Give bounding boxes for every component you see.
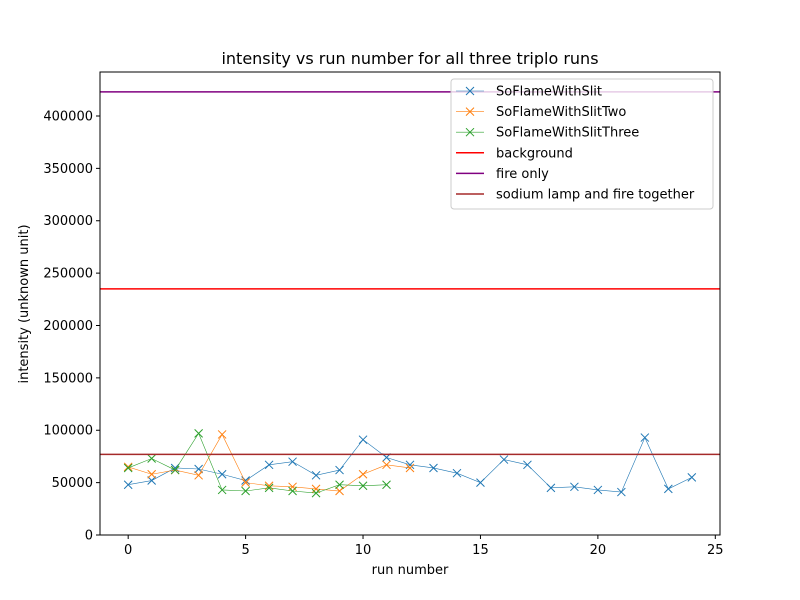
- x-tick-label: 25: [707, 543, 724, 558]
- series-1: [123, 433, 697, 497]
- data-point: [476, 478, 485, 487]
- data-point: [570, 482, 579, 492]
- y-tick-label: 250000: [43, 267, 93, 282]
- y-tick-label: 150000: [43, 371, 93, 386]
- series-3: [123, 429, 391, 498]
- axes-frame: [99, 71, 721, 536]
- chart-title: intensity vs run number for all three tr…: [221, 49, 598, 68]
- data-point: [640, 433, 650, 442]
- data-point: [499, 455, 509, 464]
- y-tick-label: 50000: [52, 476, 93, 491]
- x-tick-label: 0: [124, 543, 132, 558]
- legend-label: SoFlameWithSlitThree: [496, 126, 639, 141]
- data-point: [429, 463, 438, 473]
- data-point: [358, 481, 368, 491]
- y-tick-label: 0: [85, 529, 93, 544]
- data-point: [123, 480, 133, 490]
- legend: SoFlameWithSlit SoFlameWithSlitTwo SoFlame…: [450, 78, 714, 210]
- data-point: [170, 465, 180, 475]
- legend-item: SoFlameWithSlit: [456, 85, 602, 100]
- data-point: [194, 464, 203, 474]
- legend-label: SoFlameWithSlitTwo: [496, 105, 626, 120]
- legend-item: SoFlameWithSlitThree: [456, 126, 639, 141]
- data-point: [382, 480, 391, 490]
- data-point: [593, 485, 603, 495]
- data-point: [217, 485, 227, 495]
- legend-label: SoFlameWithSlit: [496, 85, 602, 100]
- y-axis-label: intensity (unknown unit): [17, 224, 32, 383]
- x-tick-label: 20: [590, 543, 607, 558]
- data-point: [663, 484, 673, 494]
- data-point: [335, 465, 344, 475]
- x-tick-label: 15: [472, 543, 489, 558]
- data-point: [311, 488, 321, 498]
- plot-area: [100, 91, 720, 498]
- data-point: [147, 454, 157, 463]
- data-point: [523, 460, 532, 470]
- data-point: [147, 476, 157, 485]
- data-point: [194, 429, 203, 438]
- y-tick-label: 400000: [43, 109, 93, 124]
- data-point: [617, 487, 626, 497]
- y-tick-label: 350000: [43, 162, 93, 177]
- legend-item: fire only: [456, 167, 549, 182]
- data-point: [687, 473, 697, 482]
- data-point: [147, 469, 157, 479]
- legend-item: SoFlameWithSlitTwo: [456, 105, 626, 120]
- data-point: [264, 460, 274, 470]
- data-point: [405, 463, 415, 473]
- x-axis-label: run number: [372, 563, 449, 578]
- legend-box: [450, 78, 714, 210]
- data-point: [217, 430, 227, 439]
- x-tick-label: 5: [241, 543, 249, 558]
- legend-item: background: [456, 146, 573, 161]
- data-point: [241, 486, 250, 496]
- data-point: [241, 478, 250, 487]
- x-axis: 0 5 10 15 20 25: [124, 535, 724, 558]
- legend-label: fire only: [496, 167, 549, 182]
- x-tick-label: 10: [355, 543, 372, 558]
- data-point: [311, 470, 321, 480]
- data-point: [358, 435, 368, 445]
- y-tick-label: 200000: [43, 319, 93, 334]
- legend-marker: [465, 107, 475, 116]
- data-point: [452, 468, 462, 478]
- data-point: [382, 460, 391, 470]
- series-line: [128, 432, 387, 494]
- data-point: [311, 484, 321, 494]
- data-point: [123, 462, 133, 472]
- y-axis: 0 50000 100000 150000 200000 250000 300000 3500…: [43, 109, 100, 544]
- legend-label: background: [496, 146, 573, 161]
- data-point: [335, 486, 344, 496]
- data-point: [194, 470, 203, 480]
- data-point: [288, 482, 297, 492]
- data-point: [288, 486, 297, 496]
- legend-label: sodium lamp and fire together: [496, 188, 695, 203]
- legend-item: sodium lamp and fire together: [456, 188, 695, 203]
- data-point: [288, 457, 297, 467]
- data-point: [358, 469, 368, 479]
- data-point: [264, 483, 274, 493]
- data-point: [217, 469, 227, 479]
- data-point: [546, 483, 556, 493]
- legend-marker: [465, 127, 475, 137]
- legend-marker: [465, 86, 475, 96]
- data-point: [335, 480, 344, 490]
- y-tick-label: 300000: [43, 214, 93, 229]
- y-tick-label: 100000: [43, 424, 93, 439]
- data-point: [123, 463, 133, 473]
